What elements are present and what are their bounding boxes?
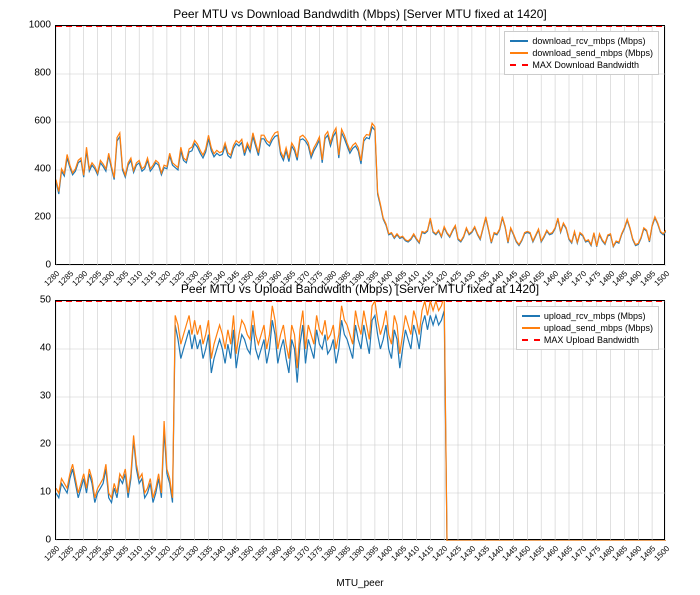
legend-label: MAX Upload Bandwidth [544, 334, 639, 346]
legend-swatch [510, 40, 528, 42]
download-chart: Peer MTU vs Download Bandwdith (Mbps) [S… [55, 25, 665, 265]
ytick-label: 30 [40, 391, 51, 402]
legend-swatch [522, 327, 540, 329]
download-title: Peer MTU vs Download Bandwdith (Mbps) [S… [55, 7, 665, 21]
legend-swatch [510, 64, 528, 66]
upload-title: Peer MTU vs Upload Bandwdith (Mbps) [Ser… [55, 282, 665, 296]
download-legend: download_rcv_mbps (Mbps)download_send_mb… [504, 31, 659, 75]
ytick-label: 10 [40, 487, 51, 498]
x-axis-label: MTU_peer [55, 578, 665, 589]
legend-swatch [510, 52, 528, 54]
upload-chart: Peer MTU vs Upload Bandwdith (Mbps) [Ser… [55, 300, 665, 540]
legend-label: upload_rcv_mbps (Mbps) [544, 310, 646, 322]
legend-swatch [522, 339, 540, 341]
legend-label: download_send_mbps (Mbps) [532, 47, 653, 59]
ytick-label: 400 [34, 164, 51, 175]
legend-swatch [522, 315, 540, 317]
ytick-label: 0 [45, 260, 51, 271]
ytick-label: 200 [34, 212, 51, 223]
legend-item: upload_send_mbps (Mbps) [522, 322, 653, 334]
ytick-label: 1000 [29, 20, 51, 31]
figure: Peer MTU vs Download Bandwdith (Mbps) [S… [0, 0, 700, 595]
legend-item: download_send_mbps (Mbps) [510, 47, 653, 59]
ytick-label: 20 [40, 439, 51, 450]
legend-item: MAX Download Bandwidth [510, 59, 653, 71]
xtick-label: 1500 [652, 544, 671, 563]
ytick-label: 40 [40, 343, 51, 354]
ytick-label: 600 [34, 116, 51, 127]
legend-label: MAX Download Bandwidth [532, 59, 639, 71]
legend-label: download_rcv_mbps (Mbps) [532, 35, 645, 47]
upload-legend: upload_rcv_mbps (Mbps)upload_send_mbps (… [516, 306, 659, 350]
legend-item: upload_rcv_mbps (Mbps) [522, 310, 653, 322]
ytick-label: 50 [40, 295, 51, 306]
ytick-label: 800 [34, 68, 51, 79]
ytick-label: 0 [45, 535, 51, 546]
legend-label: upload_send_mbps (Mbps) [544, 322, 653, 334]
legend-item: download_rcv_mbps (Mbps) [510, 35, 653, 47]
legend-item: MAX Upload Bandwidth [522, 334, 653, 346]
